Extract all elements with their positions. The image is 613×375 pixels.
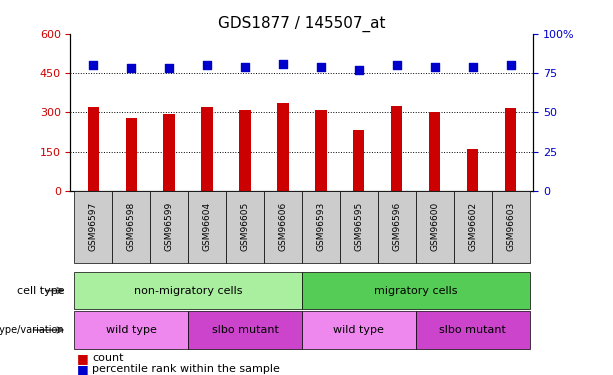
- Bar: [239, 110, 251, 191]
- Point: [278, 61, 288, 67]
- Bar: [126, 118, 137, 191]
- Point: [392, 62, 402, 68]
- Point: [316, 64, 326, 70]
- Bar: [353, 130, 365, 191]
- Point: [126, 65, 136, 71]
- Point: [164, 65, 174, 71]
- Bar: [202, 107, 213, 191]
- Point: [506, 62, 516, 68]
- Bar: [277, 103, 289, 191]
- Text: cell type: cell type: [17, 286, 64, 296]
- FancyBboxPatch shape: [454, 191, 492, 262]
- Text: GSM96595: GSM96595: [354, 202, 364, 251]
- Text: GSM96598: GSM96598: [127, 202, 135, 251]
- Text: wild type: wild type: [333, 325, 384, 335]
- Text: GSM96596: GSM96596: [392, 202, 402, 251]
- Bar: [315, 110, 327, 191]
- FancyBboxPatch shape: [226, 191, 264, 262]
- Text: percentile rank within the sample: percentile rank within the sample: [92, 364, 280, 374]
- Title: GDS1877 / 145507_at: GDS1877 / 145507_at: [218, 16, 386, 32]
- Text: genotype/variation: genotype/variation: [0, 325, 64, 335]
- Text: non-migratory cells: non-migratory cells: [134, 286, 242, 296]
- Bar: [505, 108, 516, 191]
- FancyBboxPatch shape: [188, 191, 226, 262]
- FancyBboxPatch shape: [492, 191, 530, 262]
- Text: count: count: [92, 353, 123, 363]
- Text: migratory cells: migratory cells: [374, 286, 457, 296]
- FancyBboxPatch shape: [302, 191, 340, 262]
- FancyBboxPatch shape: [112, 191, 150, 262]
- FancyBboxPatch shape: [264, 191, 302, 262]
- FancyBboxPatch shape: [150, 191, 188, 262]
- Point: [354, 67, 364, 73]
- FancyBboxPatch shape: [416, 191, 454, 262]
- Text: GSM96597: GSM96597: [89, 202, 97, 251]
- Text: ■: ■: [77, 352, 88, 364]
- Text: GSM96604: GSM96604: [202, 202, 211, 251]
- Text: GSM96600: GSM96600: [430, 202, 439, 251]
- Point: [88, 62, 98, 68]
- Point: [430, 64, 440, 70]
- Text: ■: ■: [77, 363, 88, 375]
- Bar: [429, 112, 440, 191]
- Text: GSM96602: GSM96602: [468, 202, 477, 251]
- Text: GSM96599: GSM96599: [165, 202, 173, 251]
- Bar: [164, 114, 175, 191]
- Text: GSM96593: GSM96593: [316, 202, 326, 251]
- Bar: [391, 106, 402, 191]
- Text: slbo mutant: slbo mutant: [211, 325, 278, 335]
- Text: wild type: wild type: [106, 325, 157, 335]
- Bar: [467, 149, 478, 191]
- Text: GSM96605: GSM96605: [240, 202, 249, 251]
- Text: GSM96606: GSM96606: [278, 202, 287, 251]
- Bar: [88, 107, 99, 191]
- Text: slbo mutant: slbo mutant: [439, 325, 506, 335]
- Point: [202, 62, 212, 68]
- Point: [468, 64, 478, 70]
- FancyBboxPatch shape: [378, 191, 416, 262]
- FancyBboxPatch shape: [340, 191, 378, 262]
- FancyBboxPatch shape: [74, 191, 112, 262]
- Text: GSM96603: GSM96603: [506, 202, 515, 251]
- Point: [240, 64, 250, 70]
